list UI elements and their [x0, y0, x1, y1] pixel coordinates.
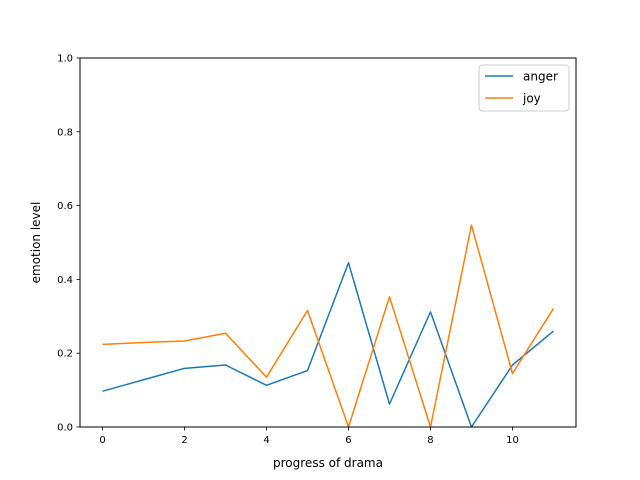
x-tick-label: 0 — [99, 435, 105, 446]
plot-area — [80, 58, 576, 427]
legend-label-joy: joy — [522, 92, 541, 106]
y-tick-label: 1.0 — [57, 54, 73, 65]
plot-frame — [79, 57, 577, 428]
series-line-joy — [102, 224, 555, 428]
y-tick-label: 0.0 — [57, 423, 73, 434]
y-tick-label: 0.8 — [57, 127, 73, 138]
x-tick-label: 2 — [181, 435, 187, 446]
series-line-anger — [102, 262, 554, 428]
y-tick-label: 0.4 — [57, 275, 73, 286]
y-axis: 0.0 0.2 0.4 0.6 0.8 1.0 — [57, 54, 80, 434]
series-layer — [102, 224, 555, 428]
x-tick-label: 10 — [506, 435, 519, 446]
x-tick-label: 4 — [263, 435, 269, 446]
legend-label-anger: anger — [523, 70, 558, 84]
x-axis-label: progress of drama — [273, 456, 383, 470]
legend: anger joy — [478, 64, 570, 112]
y-tick-label: 0.2 — [57, 349, 73, 360]
y-tick-label: 0.6 — [57, 201, 73, 212]
y-axis-label: emotion level — [29, 202, 43, 284]
x-tick-label: 8 — [427, 435, 433, 446]
x-tick-label: 6 — [345, 435, 351, 446]
x-axis: 0 2 4 6 8 10 — [99, 427, 519, 446]
